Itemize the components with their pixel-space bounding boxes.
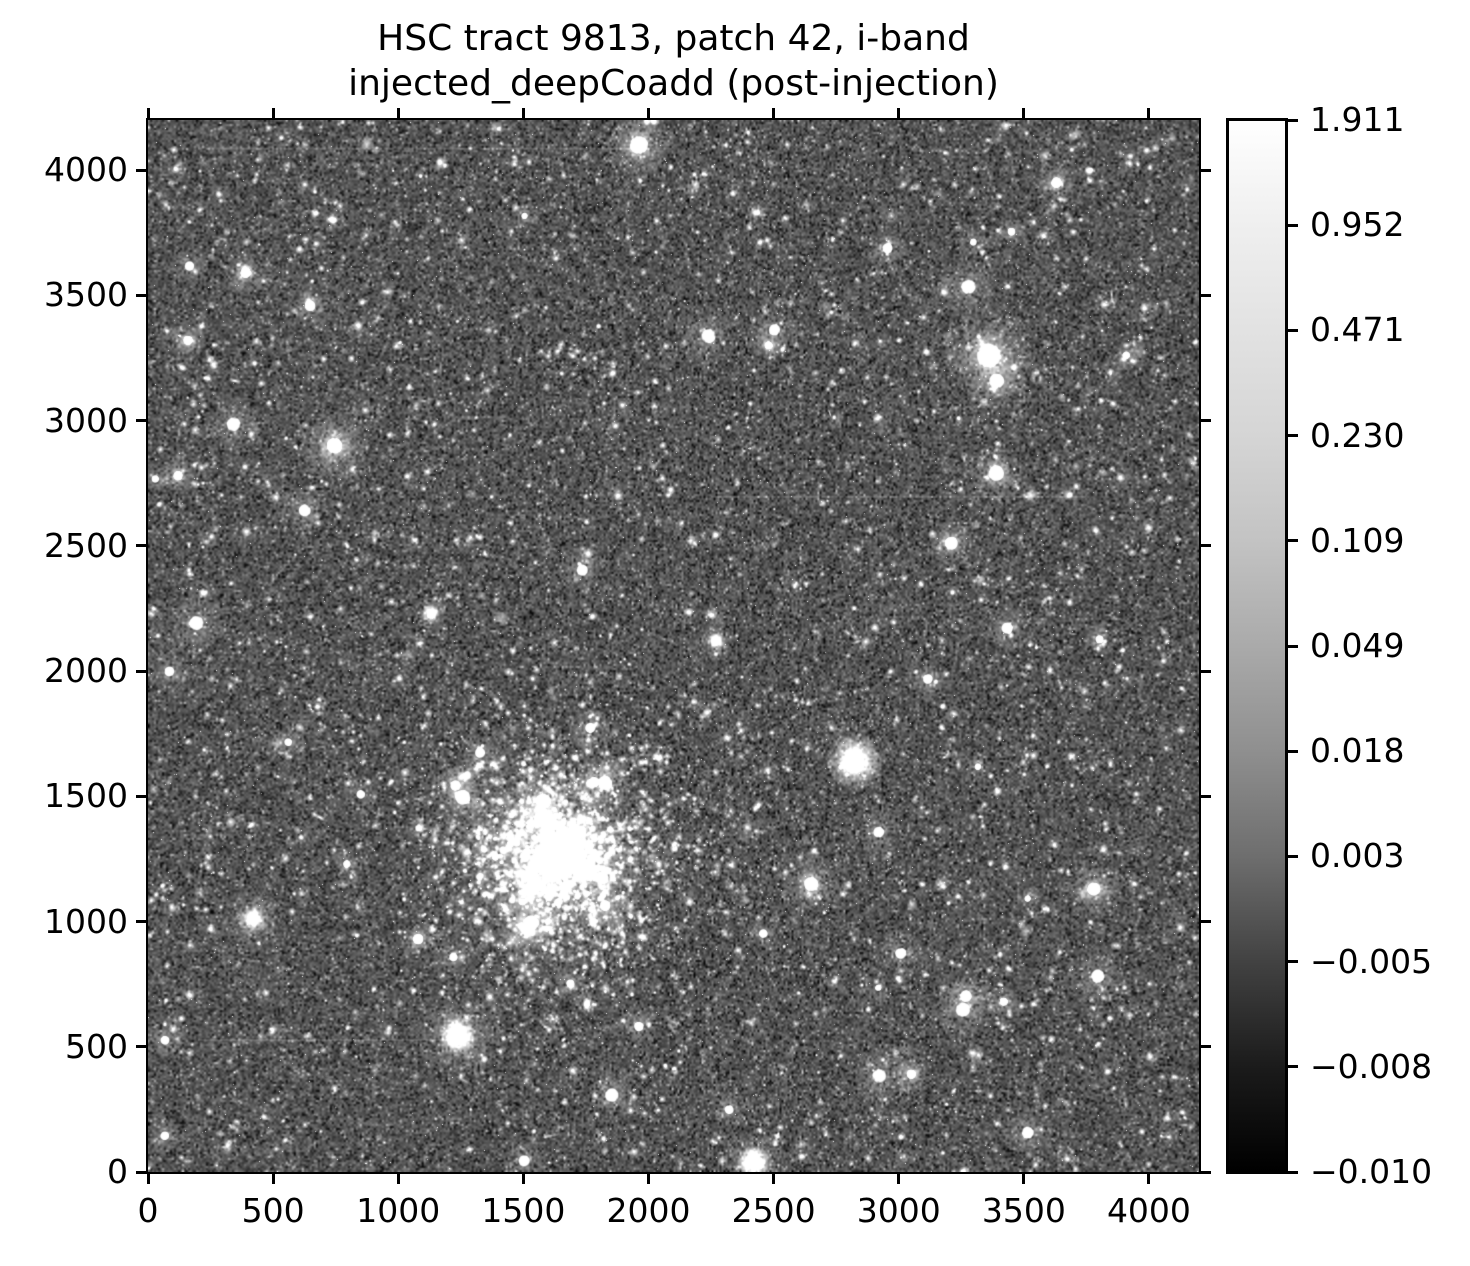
colorbar-tick-label: 0.952 bbox=[1310, 205, 1405, 245]
colorbar-tick bbox=[1286, 434, 1298, 438]
x-tick-label: 3000 bbox=[856, 1191, 941, 1230]
x-tick-top bbox=[897, 108, 901, 120]
y-tick bbox=[136, 293, 148, 297]
colorbar-tick bbox=[1286, 960, 1298, 964]
y-tick bbox=[136, 1045, 148, 1049]
y-tick bbox=[136, 794, 148, 798]
x-tick-top bbox=[646, 108, 650, 120]
colorbar-tick-label: 1.911 bbox=[1310, 100, 1405, 139]
x-tick bbox=[521, 1172, 525, 1184]
x-tick-top bbox=[396, 108, 400, 120]
y-tick-label: 0 bbox=[107, 1152, 128, 1191]
y-tick-right bbox=[1199, 794, 1211, 798]
x-tick-label: 1500 bbox=[481, 1191, 566, 1230]
x-tick-label: 0 bbox=[137, 1191, 159, 1230]
x-tick-label: 4000 bbox=[1106, 1191, 1191, 1230]
x-tick-top bbox=[772, 108, 776, 120]
sky-image-canvas bbox=[148, 120, 1199, 1172]
y-tick bbox=[136, 669, 148, 673]
x-tick-top bbox=[146, 108, 150, 120]
y-tick-right bbox=[1199, 419, 1211, 423]
y-tick-label: 4000 bbox=[44, 150, 128, 190]
plot-title-line1: HSC tract 9813, patch 42, i-band bbox=[377, 18, 970, 59]
colorbar-tick bbox=[1286, 1170, 1298, 1174]
image-axes bbox=[146, 118, 1201, 1174]
colorbar-tick-label: −0.005 bbox=[1310, 941, 1433, 981]
colorbar-tick bbox=[1286, 223, 1298, 227]
x-tick-label: 500 bbox=[241, 1191, 305, 1230]
plot-title-line2: injected_deepCoadd (post-injection) bbox=[348, 63, 999, 104]
colorbar-tick bbox=[1286, 118, 1298, 122]
x-tick bbox=[396, 1172, 400, 1184]
x-tick-label: 2500 bbox=[731, 1191, 816, 1230]
y-tick-right bbox=[1199, 544, 1211, 548]
y-tick-label: 2500 bbox=[44, 525, 128, 565]
y-tick-right bbox=[1199, 293, 1211, 297]
y-tick bbox=[136, 419, 148, 423]
colorbar bbox=[1226, 118, 1288, 1174]
y-tick-right bbox=[1199, 1170, 1211, 1174]
x-tick bbox=[271, 1172, 275, 1184]
colorbar-tick-label: 0.003 bbox=[1310, 836, 1405, 876]
x-tick-label: 2000 bbox=[606, 1191, 691, 1230]
y-tick bbox=[136, 1170, 148, 1174]
colorbar-tick-label: 0.230 bbox=[1310, 415, 1405, 455]
y-tick bbox=[136, 544, 148, 548]
plot-title: HSC tract 9813, patch 42, i-band injecte… bbox=[148, 16, 1199, 106]
x-tick-top bbox=[1022, 108, 1026, 120]
colorbar-tick-label: 0.471 bbox=[1310, 310, 1405, 350]
x-tick-label: 1000 bbox=[356, 1191, 441, 1230]
colorbar-tick bbox=[1286, 854, 1298, 858]
y-tick-label: 3500 bbox=[44, 275, 128, 315]
x-tick-top bbox=[521, 108, 525, 120]
y-tick-right bbox=[1199, 920, 1211, 924]
colorbar-tick-label: 0.109 bbox=[1310, 520, 1405, 560]
y-tick-label: 2000 bbox=[44, 651, 128, 691]
y-tick-right bbox=[1199, 1045, 1211, 1049]
y-tick bbox=[136, 920, 148, 924]
colorbar-tick-label: −0.010 bbox=[1310, 1152, 1433, 1191]
x-tick-top bbox=[271, 108, 275, 120]
y-tick-label: 1000 bbox=[44, 901, 128, 941]
colorbar-tick-label: −0.008 bbox=[1310, 1046, 1433, 1086]
x-tick-label: 3500 bbox=[981, 1191, 1066, 1230]
colorbar-tick bbox=[1286, 749, 1298, 753]
colorbar-tick bbox=[1286, 1065, 1298, 1069]
y-tick-right bbox=[1199, 168, 1211, 172]
colorbar-tick-label: 0.049 bbox=[1310, 626, 1405, 665]
x-tick-top bbox=[1147, 108, 1151, 120]
x-tick bbox=[772, 1172, 776, 1184]
x-tick bbox=[1147, 1172, 1151, 1184]
colorbar-tick bbox=[1286, 539, 1298, 543]
y-tick-right bbox=[1199, 669, 1211, 673]
y-tick bbox=[136, 168, 148, 172]
x-tick bbox=[146, 1172, 150, 1184]
y-tick-label: 3000 bbox=[44, 400, 128, 440]
x-tick bbox=[646, 1172, 650, 1184]
x-tick bbox=[1022, 1172, 1026, 1184]
colorbar-tick bbox=[1286, 328, 1298, 332]
colorbar-tick bbox=[1286, 644, 1298, 648]
y-tick-label: 1500 bbox=[44, 776, 128, 816]
colorbar-tick-label: 0.018 bbox=[1310, 731, 1405, 771]
x-tick bbox=[897, 1172, 901, 1184]
y-tick-label: 500 bbox=[65, 1026, 128, 1066]
